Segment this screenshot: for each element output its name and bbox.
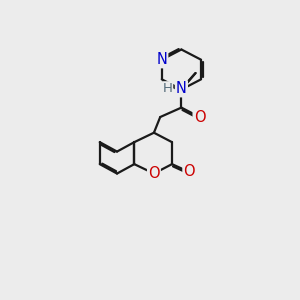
Text: H: H xyxy=(162,82,172,95)
Text: O: O xyxy=(183,164,195,179)
Text: N: N xyxy=(176,81,187,96)
Text: N: N xyxy=(156,52,167,67)
Text: O: O xyxy=(194,110,205,124)
Text: O: O xyxy=(148,166,160,181)
